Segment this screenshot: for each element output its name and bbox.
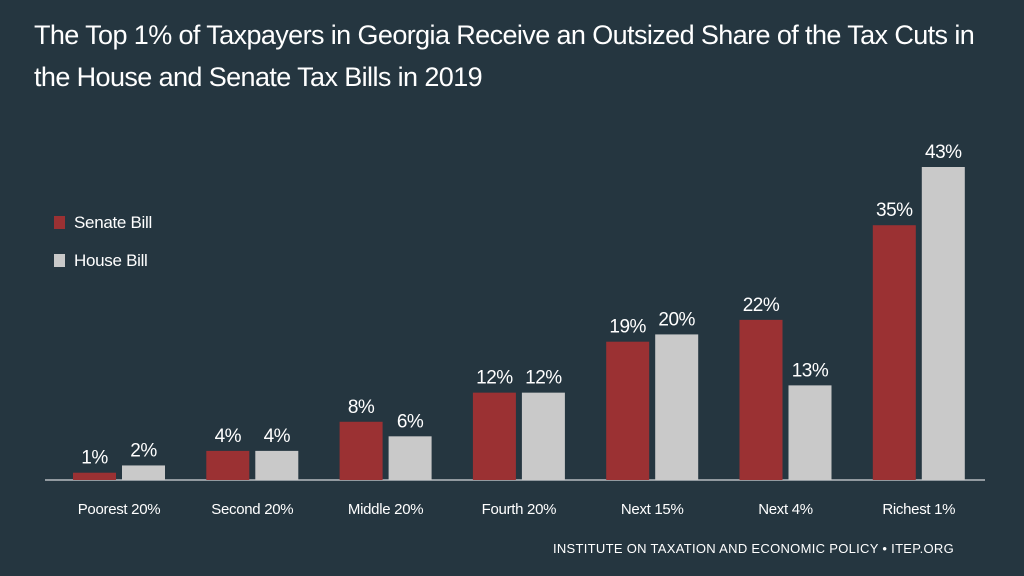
data-label-senate-4: 19%	[609, 317, 646, 338]
bar-senate-3	[472, 392, 516, 480]
legend-swatch-house	[54, 254, 65, 267]
chart-title: The Top 1% of Taxpayers in Georgia Recei…	[34, 20, 975, 92]
data-label-house-4: 20%	[658, 309, 695, 330]
bar-senate-2	[339, 421, 383, 480]
bar-house-2	[388, 436, 432, 480]
x-tick-label-6: Richest 1%	[882, 501, 955, 518]
legend-item-house: House Bill	[54, 251, 148, 271]
data-label-senate-0: 1%	[81, 448, 108, 469]
bar-house-3	[521, 392, 565, 480]
data-label-senate-1: 4%	[215, 426, 242, 447]
data-label-senate-2: 8%	[348, 397, 375, 418]
bar-senate-4	[606, 341, 650, 480]
bar-senate-6	[872, 225, 916, 480]
legend-label-senate: Senate Bill	[74, 213, 152, 232]
data-label-house-3: 12%	[525, 368, 562, 389]
x-tick-label-4: Next 15%	[621, 501, 684, 518]
legend-label-house: House Bill	[74, 251, 148, 270]
bar-house-4	[655, 334, 699, 480]
data-label-senate-3: 12%	[476, 368, 513, 389]
legend-item-senate: Senate Bill	[54, 213, 152, 233]
bar-house-0	[122, 465, 165, 480]
source-footer: INSTITUTE ON TAXATION AND ECONOMIC POLIC…	[552, 541, 954, 556]
bar-house-6	[921, 167, 965, 480]
x-tick-label-1: Second 20%	[211, 501, 293, 518]
data-label-senate-5: 22%	[743, 295, 780, 316]
data-label-house-2: 6%	[397, 411, 424, 432]
x-tick-labels-group: Poorest 20% Second 20% Middle 20% Fourth 20…	[78, 501, 956, 518]
bar-house-5	[788, 385, 832, 480]
x-tick-label-2: Middle 20%	[348, 501, 423, 518]
bar-senate-5	[739, 319, 783, 480]
data-label-house-5: 13%	[792, 360, 829, 381]
data-label-house-6: 43%	[925, 142, 962, 163]
data-label-house-1: 4%	[264, 426, 291, 447]
bar-senate-1	[206, 450, 250, 480]
data-label-house-0: 2%	[130, 440, 157, 461]
x-tick-label-3: Fourth 20%	[482, 501, 557, 518]
legend-swatch-senate	[54, 216, 65, 229]
bars-group	[73, 167, 965, 480]
data-labels-group: 1% 2% 4% 4% 8% 6% 12% 12% 19% 20% 22% 13% 35% 43%	[81, 142, 962, 469]
bar-senate-0	[73, 472, 116, 480]
x-tick-label-5: Next 4%	[758, 501, 813, 518]
x-tick-label-0: Poorest 20%	[78, 501, 161, 518]
bar-house-1	[255, 450, 299, 480]
data-label-senate-6: 35%	[876, 200, 913, 221]
